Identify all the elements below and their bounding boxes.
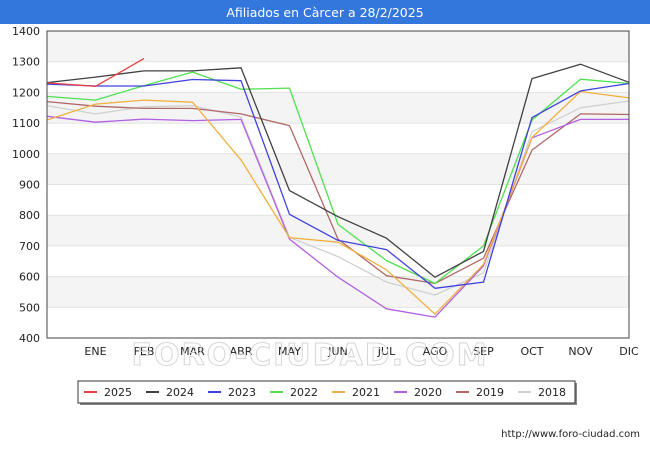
y-tick-label: 1000 (12, 148, 40, 161)
x-tick-label: ABR (230, 345, 253, 358)
series-line-2018 (46, 100, 630, 296)
x-tick-label: NOV (568, 345, 593, 358)
legend-label: 2018 (538, 386, 566, 399)
plot-band (47, 184, 629, 216)
legend-label: 2021 (352, 386, 380, 399)
plot-band (47, 31, 629, 62)
y-tick-label: 400 (19, 332, 40, 345)
legend-label: 2020 (414, 386, 442, 399)
x-tick-label: FEB (134, 345, 155, 358)
x-tick-label: DIC (619, 345, 639, 358)
plot-band (47, 276, 629, 308)
plot-band (47, 245, 629, 277)
legend-label: 2025 (104, 386, 132, 399)
legend-label: 2022 (290, 386, 318, 399)
x-tick-label: ENE (84, 345, 106, 358)
y-tick-label: 1100 (12, 117, 40, 130)
y-tick-label: 1400 (12, 25, 40, 38)
footer-url: http://www.foro-ciudad.com (501, 429, 640, 440)
watermark: FORO-CIUDAD.COM (132, 338, 489, 373)
y-tick-label: 800 (19, 209, 40, 222)
legend-label: 2023 (228, 386, 256, 399)
legend-box (77, 380, 576, 404)
x-tick-label: JUL (377, 345, 396, 358)
plot-band (47, 307, 629, 338)
x-tick-label: MAR (180, 345, 205, 358)
series-line-2019 (46, 100, 630, 285)
x-tick-label: OCT (520, 345, 543, 358)
x-tick-label: JUN (327, 345, 348, 358)
y-tick-label: 1200 (12, 86, 40, 99)
x-tick-label: SEP (473, 345, 494, 358)
x-tick-label: MAY (278, 345, 301, 358)
series-line-2023 (46, 78, 630, 289)
plot-band (47, 153, 629, 185)
legend-label: 2024 (166, 386, 194, 399)
y-tick-label: 600 (19, 271, 40, 284)
series-line-2025 (46, 58, 145, 87)
x-tick-label: AGO (423, 345, 448, 358)
plot-band (47, 61, 629, 93)
y-tick-label: 900 (19, 179, 40, 192)
series-line-2024 (46, 63, 630, 278)
plot-frame (46, 30, 630, 339)
y-tick-label: 500 (19, 301, 40, 314)
title-bar (0, 0, 650, 24)
y-tick-label: 1300 (12, 56, 40, 69)
series-line-2021 (46, 90, 630, 315)
y-tick-label: 700 (19, 240, 40, 253)
plot-band (47, 215, 629, 246)
legend-label: 2019 (476, 386, 504, 399)
chart-title: Afiliados en Càrcer a 28/2/2025 (226, 5, 423, 20)
